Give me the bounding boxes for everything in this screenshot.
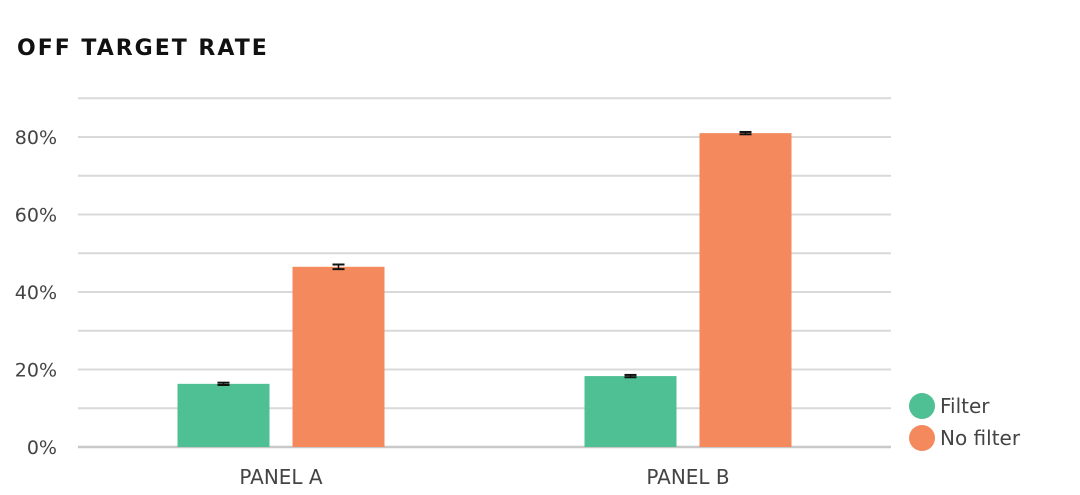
- legend-label-filter: Filter: [940, 394, 990, 418]
- error-bar: [217, 381, 230, 386]
- bar-filter-panel-b: [584, 376, 677, 447]
- x-tick-label: PANEL A: [239, 465, 323, 489]
- error-bar: [739, 130, 752, 136]
- legend-label-no-filter: No filter: [940, 426, 1021, 450]
- error-bar: [332, 263, 345, 271]
- bar-filter-panel-a: [177, 383, 270, 447]
- error-bar: [624, 373, 637, 379]
- y-tick-label: 60%: [15, 205, 57, 227]
- legend-swatch-no-filter: [909, 425, 935, 451]
- bar-no-filter-panel-b: [699, 133, 792, 447]
- bar-no-filter-panel-a: [292, 266, 385, 447]
- chart-title: OFF TARGET RATE: [17, 36, 269, 61]
- y-tick-label: 0%: [27, 437, 57, 459]
- y-tick-label: 80%: [15, 127, 57, 149]
- legend-swatch-filter: [909, 393, 935, 419]
- y-tick-label: 20%: [15, 360, 57, 382]
- x-tick-label: PANEL B: [646, 465, 729, 489]
- y-tick-label: 40%: [15, 282, 57, 304]
